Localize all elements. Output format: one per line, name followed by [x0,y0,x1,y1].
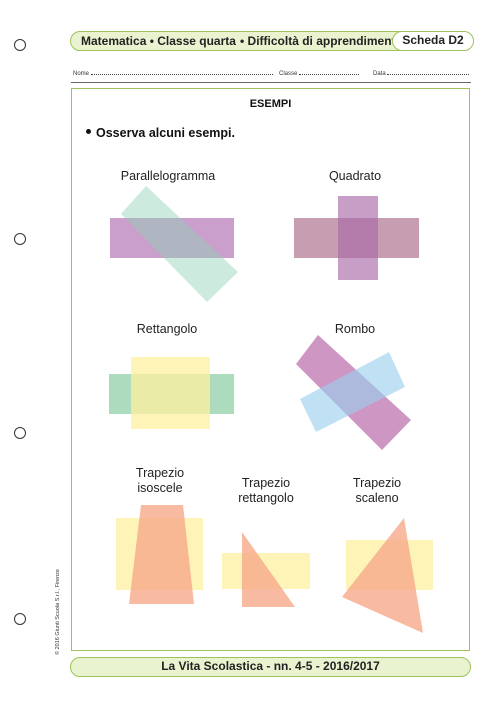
binder-hole-4 [14,613,26,625]
label-right-trapezoid: Trapezio rettangolo [238,476,294,505]
footer-bar: La Vita Scolastica - nn. 4-5 - 2016/2017 [70,657,471,677]
date-field-label: Data [373,71,386,77]
square-figure [294,196,419,280]
right-trapezoid-salmon-triangle [242,532,295,607]
parallelogram-horizontal-strip [110,218,234,258]
label-parallelogram: Parallelogramma [120,169,216,183]
isosceles-trapezoid-figure [116,505,203,604]
isosceles-trapezoid-salmon-strip [129,505,194,604]
square-vertical-strip [338,196,378,280]
copyright-notice: © 2016 Giunti Scuola S.r.l., Firenze [55,569,61,655]
label-rectangle: Rettangolo [136,322,198,336]
parallelogram-figure [110,186,238,302]
page-title: ESEMPI [249,98,292,110]
rhombus-blue-strip [300,352,405,432]
parallelogram-diagonal-strip [121,186,238,302]
binder-hole-2 [14,233,26,245]
header-divider [71,82,471,83]
instruction-label: Osserva alcuni esempi. [96,126,235,140]
student-info-fields: Nome Classe Data [73,68,473,78]
name-field[interactable]: Nome [73,68,273,77]
scalene-trapezoid-figure [342,518,433,633]
binder-hole-3 [14,427,26,439]
right-trapezoid-figure [222,532,310,607]
topic-label: • Difficoltà di apprendimento [240,34,403,48]
label-rhombus: Rombo [334,322,376,336]
binder-hole-1 [14,39,26,51]
bullet-icon [86,129,91,135]
class-field-label: Classe [279,71,298,77]
name-field-label: Nome [73,71,90,77]
subject-label: Matematica • Classe quarta [81,34,236,48]
sheet-id-badge: Scheda D2 [392,30,474,51]
label-scalene-trapezoid: Trapezio scaleno [352,476,402,505]
rectangle-figure [109,357,234,429]
rectangle-vertical-strip [131,357,210,429]
class-field[interactable]: Classe [279,68,360,77]
header-bar: Matematica • Classe quarta • Difficoltà … [70,30,474,51]
label-square: Quadrato [328,169,382,183]
instruction-text: Osserva alcuni esempi. [86,126,235,140]
scalene-trapezoid-salmon-triangle [342,518,423,633]
rhombus-figure [296,335,411,450]
date-field[interactable]: Data [373,68,470,77]
label-isosceles-trapezoid: Trapezio isoscele [135,466,185,495]
